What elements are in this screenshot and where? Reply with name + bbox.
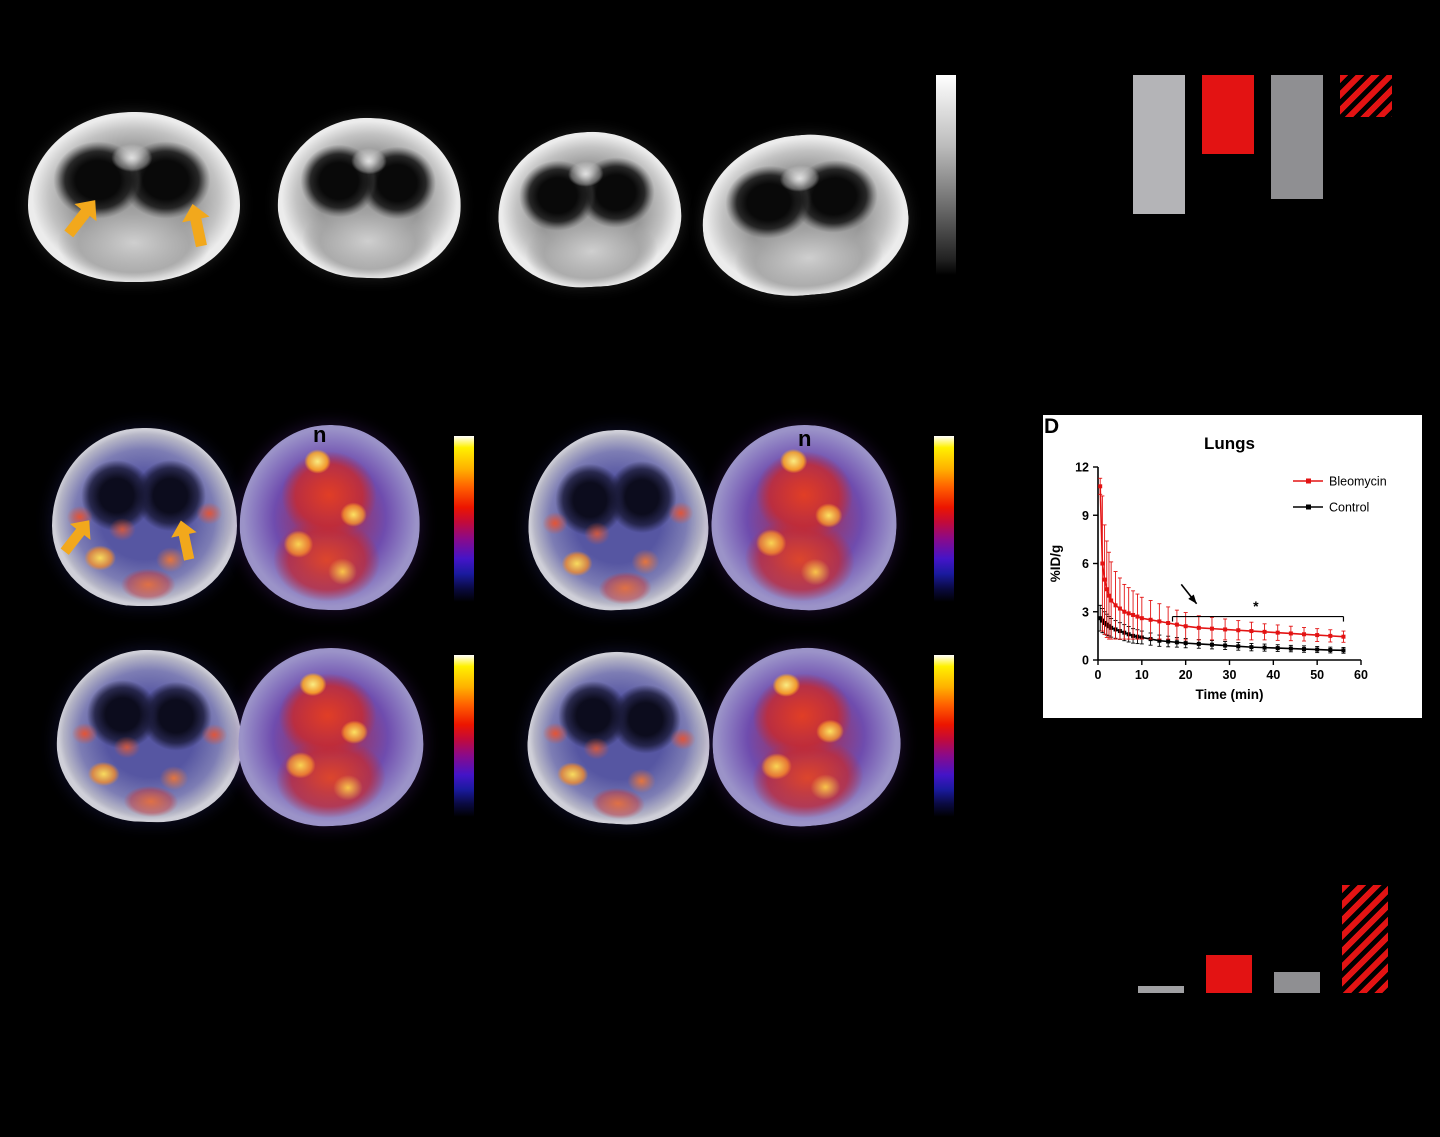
petct-fusion-1 [52,428,237,606]
chart-title: Lungs [1204,434,1255,453]
svg-text:0: 0 [1095,668,1102,682]
svg-text:50: 50 [1310,668,1324,682]
bar-group3 [1271,75,1323,199]
pet-image-1 [236,421,424,614]
svg-text:60: 60 [1354,668,1368,682]
svg-text:3: 3 [1082,605,1089,619]
bar-chart-bottom [1138,885,1388,993]
svg-text:9: 9 [1082,509,1089,523]
pet-image-4 [704,640,908,834]
petct-fusion-2 [523,425,713,615]
pet-image-3 [233,643,428,831]
bar-chart-top [1133,75,1392,215]
yellow-arrow-icon [182,204,210,248]
ct-scan-3 [494,127,685,292]
annotation-arrow-icon [1188,594,1197,604]
svg-text:0: 0 [1082,654,1089,668]
legend-label: Bleomycin [1329,475,1387,489]
pet-colorbar-3 [454,655,474,817]
yellow-arrow-icon [171,520,197,561]
bar-group3 [1274,972,1320,993]
bar-group1 [1133,75,1185,214]
lungs-chart-svg: Lungs 0 3 6 9 12 0 10 20 30 40 50 60 Time (min) %ID/g B… [1043,415,1422,718]
svg-text:40: 40 [1266,668,1280,682]
yellow-arrow-icon [60,520,91,555]
yellow-arrow-icon [64,200,97,238]
ct-scan-4 [695,126,915,304]
bar-group1 [1138,986,1184,993]
pet-colorbar-4 [934,655,954,817]
overlay-label-n-1: n [313,422,327,447]
svg-text:6: 6 [1082,557,1089,571]
bar-group4 [1340,75,1392,117]
lungs-line-chart-panel: D Lungs 0 3 6 9 12 0 10 20 30 40 50 60 Time (min) %ID/… [1043,415,1422,718]
svg-text:20: 20 [1179,668,1193,682]
petct-fusion-4 [522,645,716,831]
svg-text:12: 12 [1075,461,1089,475]
svg-text:30: 30 [1223,668,1237,682]
pet-colorbar-2 [934,436,954,602]
significance-star: * [1253,598,1259,614]
x-axis-label: Time (min) [1195,687,1263,702]
grayscale-colorbar [936,75,956,275]
y-axis-label: %ID/g [1048,545,1063,583]
bar-group4 [1342,885,1388,993]
petct-fusion-3 [54,646,245,826]
panel-label-d: D [1044,415,1060,438]
ct-scan-1 [28,112,240,282]
ct-scan-2 [275,114,464,282]
legend-label: Control [1329,501,1369,515]
bar-group2 [1206,955,1252,993]
svg-text:10: 10 [1135,668,1149,682]
pet-colorbar-1 [454,436,474,602]
bar-group2 [1202,75,1254,154]
overlay-label-n-2: n [798,426,812,451]
